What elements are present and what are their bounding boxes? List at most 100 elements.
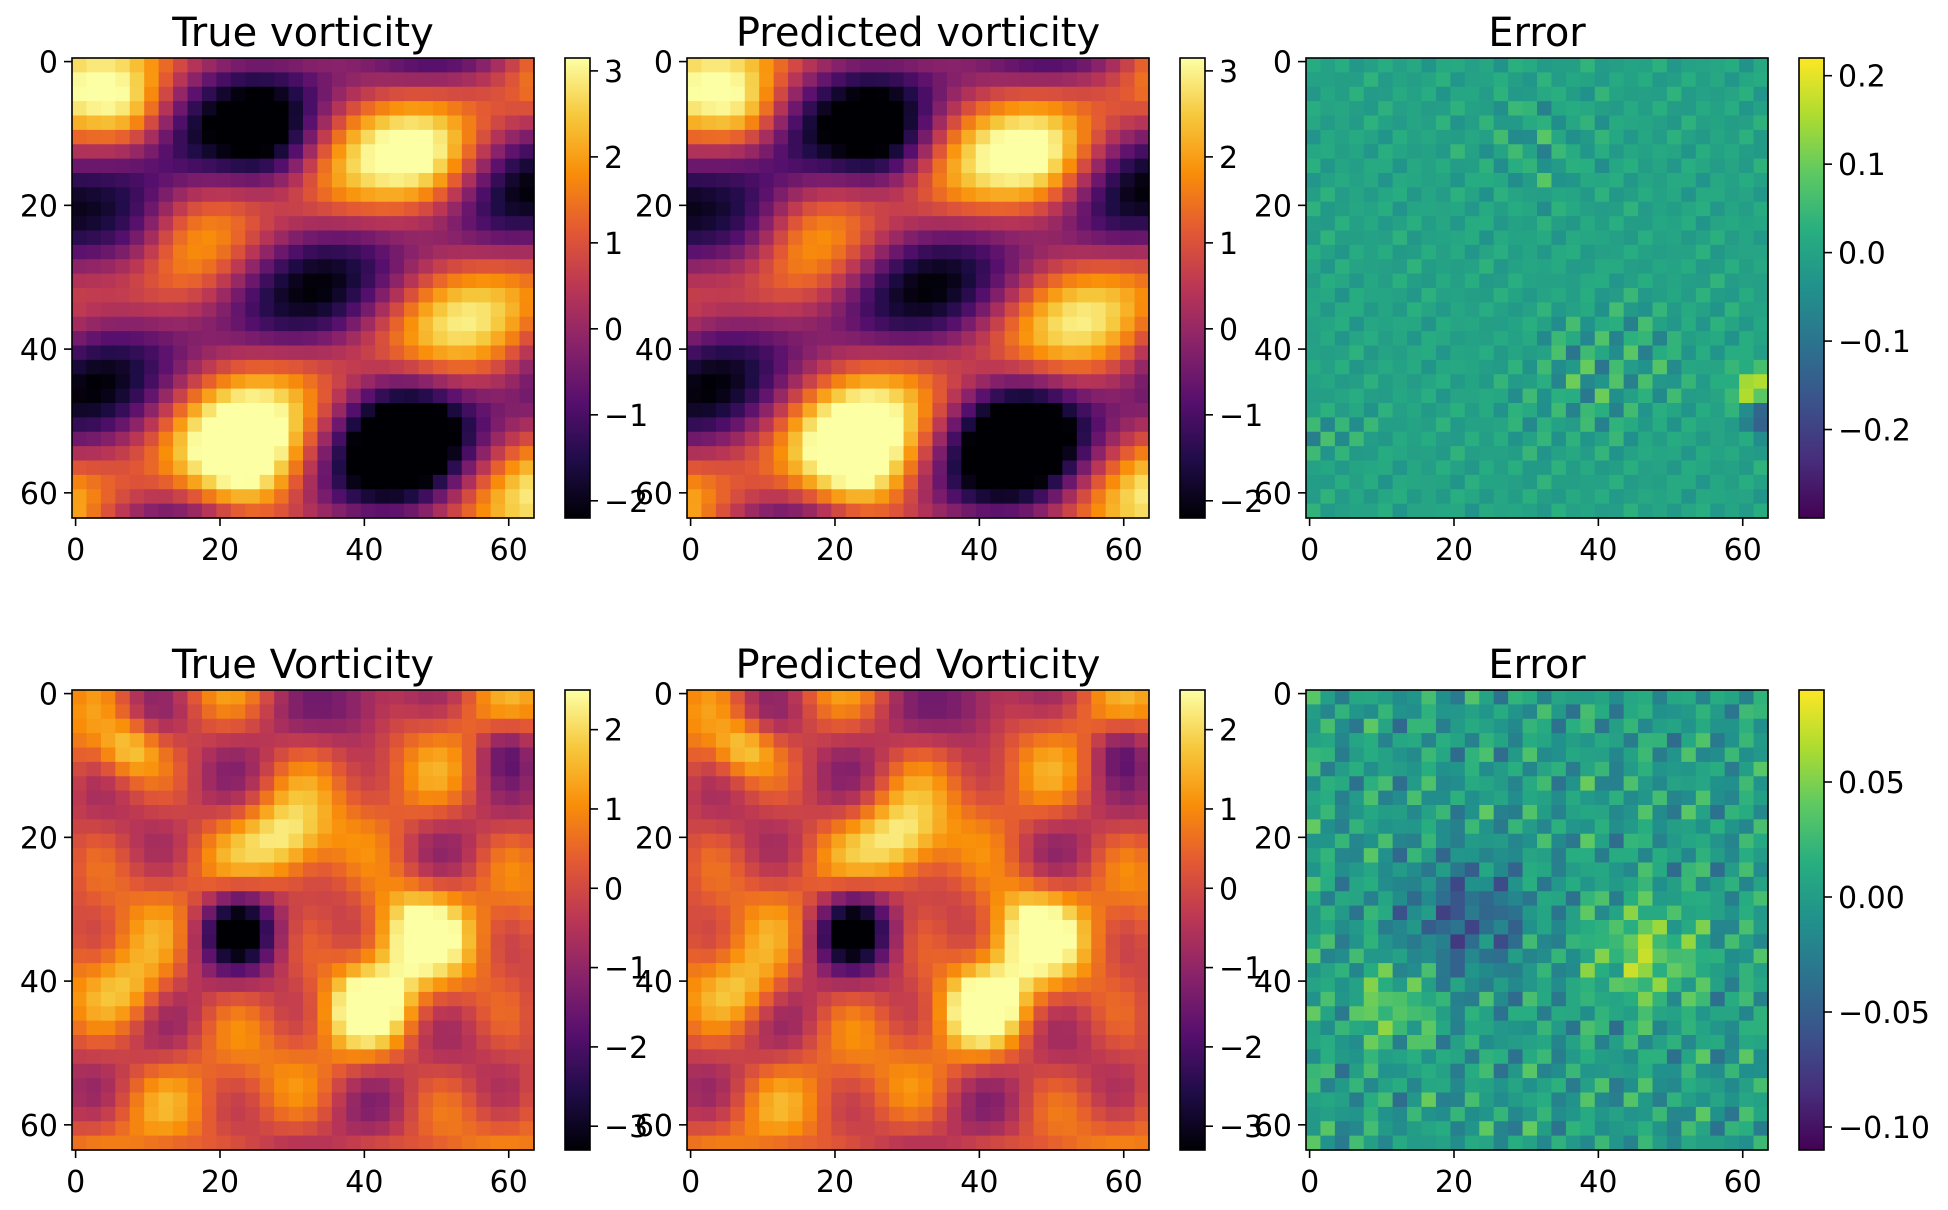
heatmap-cell (259, 905, 275, 921)
heatmap-cell (447, 316, 463, 332)
heatmap-cell (1666, 474, 1682, 490)
heatmap-cell (346, 216, 362, 232)
heatmap-cell (1392, 58, 1408, 73)
heatmap-cell (1623, 460, 1639, 476)
heatmap-cell (1435, 144, 1451, 160)
heatmap-cell (802, 403, 818, 418)
heatmap-cell (505, 963, 521, 979)
heatmap-cell (1076, 704, 1092, 720)
heatmap-cell (476, 934, 492, 950)
heatmap-cell (432, 1035, 448, 1050)
heatmap-cell (1565, 359, 1581, 375)
heatmap-cell (1047, 948, 1063, 964)
heatmap-cell (1134, 417, 1150, 433)
heatmap-cell (216, 991, 232, 1007)
heatmap-cell (86, 345, 102, 361)
heatmap-cell (1047, 201, 1063, 217)
heatmap-cell (932, 259, 948, 275)
heatmap-cell (1435, 316, 1451, 332)
heatmap-cell (360, 1049, 376, 1065)
heatmap-cell (274, 1121, 290, 1137)
heatmap-cell (903, 359, 919, 375)
heatmap-cell (874, 1006, 890, 1022)
heatmap-cell (187, 805, 203, 820)
heatmap-cell (1392, 374, 1408, 390)
heatmap-cell (404, 302, 420, 318)
heatmap-cell (346, 1135, 362, 1151)
heatmap-cell (346, 302, 362, 318)
heatmap-cell (730, 690, 746, 705)
heatmap-cell (1537, 58, 1553, 73)
heatmap-cell (100, 403, 116, 418)
heatmap-cell (259, 761, 275, 777)
heatmap-cell (490, 244, 506, 260)
heatmap-cell (216, 446, 232, 462)
heatmap-cell (932, 359, 948, 375)
heatmap-cell (1062, 474, 1078, 490)
heatmap-cell (1508, 359, 1524, 375)
heatmap-cell (715, 876, 731, 892)
heatmap-cell (274, 316, 290, 332)
heatmap-cell (1019, 216, 1035, 232)
heatmap-cell (274, 302, 290, 318)
heatmap-cell (505, 273, 521, 289)
heatmap-cell (375, 331, 391, 347)
heatmap-cell (990, 690, 1006, 705)
heatmap-cell (730, 417, 746, 433)
heatmap-cell (687, 704, 703, 720)
heatmap-cell (1493, 187, 1509, 203)
heatmap-cell (303, 431, 319, 447)
heatmap-cell (201, 173, 217, 188)
heatmap-cell (1421, 316, 1437, 332)
heatmap-cell (701, 862, 717, 878)
heatmap-cell (1450, 115, 1466, 131)
heatmap-cell (1134, 460, 1150, 476)
heatmap-cell (975, 58, 991, 73)
heatmap-cell (1407, 187, 1423, 203)
heatmap-cell (975, 891, 991, 907)
heatmap-cell (1091, 776, 1107, 792)
heatmap-cell (1407, 316, 1423, 332)
heatmap-cell (975, 129, 991, 145)
heatmap-cell (144, 417, 160, 433)
heatmap-cell (418, 58, 434, 73)
heatmap-cell (788, 144, 804, 160)
heatmap-cell (288, 704, 304, 720)
heatmap-cell (1047, 474, 1063, 490)
heatmap-cell (744, 905, 760, 921)
heatmap-cell (187, 244, 203, 260)
heatmap-cell (274, 733, 290, 749)
heatmap-cell (1019, 733, 1035, 749)
heatmap-cell (331, 273, 347, 289)
heatmap-cell (918, 848, 934, 864)
heatmap-cell (447, 388, 463, 404)
heatmap-cell (418, 1063, 434, 1079)
heatmap-cell (216, 244, 232, 260)
heatmap-cell (288, 460, 304, 476)
heatmap-cell (317, 86, 333, 102)
heatmap-cell (1681, 273, 1697, 289)
heatmap-cell (187, 761, 203, 777)
heatmap-cell (230, 790, 246, 806)
heatmap-cell (874, 72, 890, 88)
heatmap-cell (129, 144, 145, 160)
heatmap-cell (317, 805, 333, 820)
heatmap-cell (389, 833, 405, 849)
heatmap-cell (1493, 259, 1509, 275)
heatmap-cell (1047, 747, 1063, 763)
heatmap-cell (447, 431, 463, 447)
heatmap-cell (72, 460, 88, 476)
heatmap-cell (687, 474, 703, 490)
heatmap-cell (360, 417, 376, 433)
heatmap-cell (129, 1121, 145, 1137)
heatmap-cell (1450, 403, 1466, 418)
heatmap-cell (375, 934, 391, 950)
heatmap-cell (100, 790, 116, 806)
heatmap-cell (476, 718, 492, 734)
heatmap-cell (432, 833, 448, 849)
heatmap-cell (418, 345, 434, 361)
heatmap-cell (245, 273, 261, 289)
heatmap-cell (288, 144, 304, 160)
heatmap-cell (759, 446, 775, 462)
